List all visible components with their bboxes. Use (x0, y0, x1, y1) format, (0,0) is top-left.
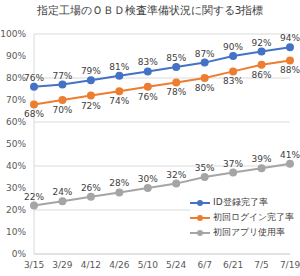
svg-text:68%: 68% (24, 109, 44, 119)
svg-text:4/26: 4/26 (109, 260, 129, 270)
svg-text:94%: 94% (280, 33, 292, 43)
svg-text:5/10: 5/10 (138, 260, 158, 270)
svg-text:83%: 83% (138, 57, 158, 67)
svg-text:50%: 50% (8, 139, 26, 149)
svg-text:35%: 35% (195, 163, 215, 173)
svg-text:20%: 20% (8, 205, 26, 215)
svg-text:7/19: 7/19 (280, 260, 292, 270)
svg-text:24%: 24% (52, 187, 72, 197)
svg-text:87%: 87% (195, 49, 215, 59)
html-text:初回ログイン完了率: 初回ログイン完了率 (213, 212, 294, 222)
svg-text:5/24: 5/24 (166, 260, 186, 270)
svg-text:4/12: 4/12 (81, 260, 101, 270)
svg-text:22%: 22% (24, 192, 44, 202)
svg-text:81%: 81% (109, 62, 129, 72)
svg-text:70%: 70% (52, 105, 72, 115)
svg-text:10%: 10% (8, 227, 26, 237)
svg-text:88%: 88% (280, 65, 292, 75)
svg-text:37%: 37% (223, 159, 243, 169)
svg-text:32%: 32% (166, 170, 186, 180)
svg-text:30%: 30% (138, 174, 158, 184)
svg-text:85%: 85% (166, 53, 186, 63)
svg-text:72%: 72% (81, 101, 101, 111)
svg-text:3/29: 3/29 (52, 260, 72, 270)
svg-text:39%: 39% (252, 154, 272, 164)
svg-text:78%: 78% (166, 87, 186, 97)
svg-text:80%: 80% (195, 83, 215, 93)
svg-text:77%: 77% (52, 71, 72, 81)
svg-text:3/15: 3/15 (24, 260, 44, 270)
svg-text:6/21: 6/21 (223, 260, 243, 270)
svg-text:40%: 40% (8, 161, 26, 171)
svg-text:83%: 83% (223, 76, 243, 86)
svg-text:76%: 76% (138, 92, 158, 102)
svg-text:28%: 28% (109, 178, 129, 188)
svg-text:90%: 90% (223, 42, 243, 52)
svg-text:70%: 70% (8, 95, 26, 105)
svg-text:7/5: 7/5 (254, 260, 268, 270)
html-text:ID登録完了率: ID登録完了率 (213, 197, 268, 207)
svg-text:79%: 79% (81, 66, 101, 76)
svg-text:6/7: 6/7 (197, 260, 211, 270)
svg-text:76%: 76% (24, 73, 44, 83)
svg-text:86%: 86% (252, 70, 272, 80)
html-text:初回アプリ使用率: 初回アプリ使用率 (213, 227, 285, 237)
svg-text:74%: 74% (109, 96, 129, 106)
svg-text:92%: 92% (252, 38, 272, 48)
html-text:指定工場のＯＢＤ検査準備状況に関する3指標: 指定工場のＯＢＤ検査準備状況に関する3指標 (36, 4, 264, 17)
svg-text:41%: 41% (280, 150, 292, 160)
svg-text:90%: 90% (8, 51, 26, 61)
svg-text:100%: 100% (8, 29, 26, 39)
svg-text:26%: 26% (81, 183, 101, 193)
svg-text:0%: 0% (12, 249, 27, 259)
